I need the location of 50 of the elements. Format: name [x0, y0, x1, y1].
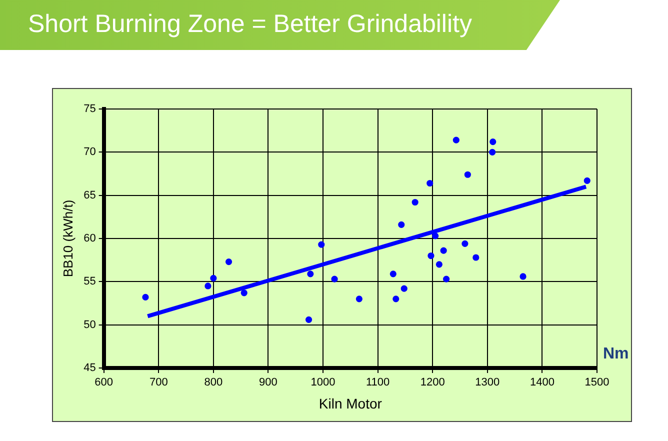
x-tick-label: 800: [204, 376, 223, 389]
point: [225, 258, 232, 266]
y-tick-label: 60: [84, 232, 96, 245]
point: [464, 171, 471, 178]
point: [452, 136, 460, 144]
point: [307, 270, 314, 278]
point: [440, 247, 447, 254]
x-tick-label: 900: [259, 376, 278, 389]
point: [142, 294, 149, 301]
x-tick-label: 700: [149, 376, 168, 389]
point: [443, 276, 450, 282]
y-tick-label: 55: [84, 276, 96, 288]
point: [428, 252, 434, 260]
x-tick-label: 1500: [584, 376, 610, 389]
point: [240, 290, 248, 296]
y-tick-label: 75: [84, 103, 96, 116]
x-tick-label: 1300: [475, 376, 500, 389]
point: [356, 296, 362, 302]
x-tick-label: 1400: [530, 376, 554, 389]
y-tick-label: 50: [84, 318, 96, 331]
x-axis-title: Kiln Motor: [318, 395, 382, 412]
point: [390, 270, 396, 278]
y-axis-title: BB10 (kWh/t): [60, 200, 76, 278]
point: [210, 274, 217, 282]
point: [318, 241, 325, 248]
x-tick-label: 600: [94, 376, 114, 389]
point: [432, 232, 439, 240]
point: [400, 285, 408, 292]
point: [204, 282, 212, 290]
point: [392, 296, 400, 302]
point: [426, 180, 434, 187]
x-tick-label: 1100: [366, 376, 390, 389]
point: [305, 316, 312, 323]
point: [398, 221, 405, 228]
y-tick-label: 45: [84, 362, 96, 374]
y-tick-label: 70: [84, 146, 96, 158]
point: [490, 138, 496, 146]
point: [489, 148, 496, 156]
point: [462, 240, 468, 247]
point: [412, 198, 418, 206]
point: [472, 254, 480, 261]
y-tick-label: 65: [84, 189, 96, 202]
text: Nm: [603, 345, 629, 362]
point: [331, 276, 338, 282]
point: [584, 177, 590, 184]
point: [436, 261, 442, 268]
chart-title: Short Burning Zone = Better Grindability: [28, 10, 472, 39]
x-tick-label: 1000: [310, 376, 336, 389]
point: [520, 273, 526, 280]
x-tick-label: 1200: [420, 376, 445, 389]
